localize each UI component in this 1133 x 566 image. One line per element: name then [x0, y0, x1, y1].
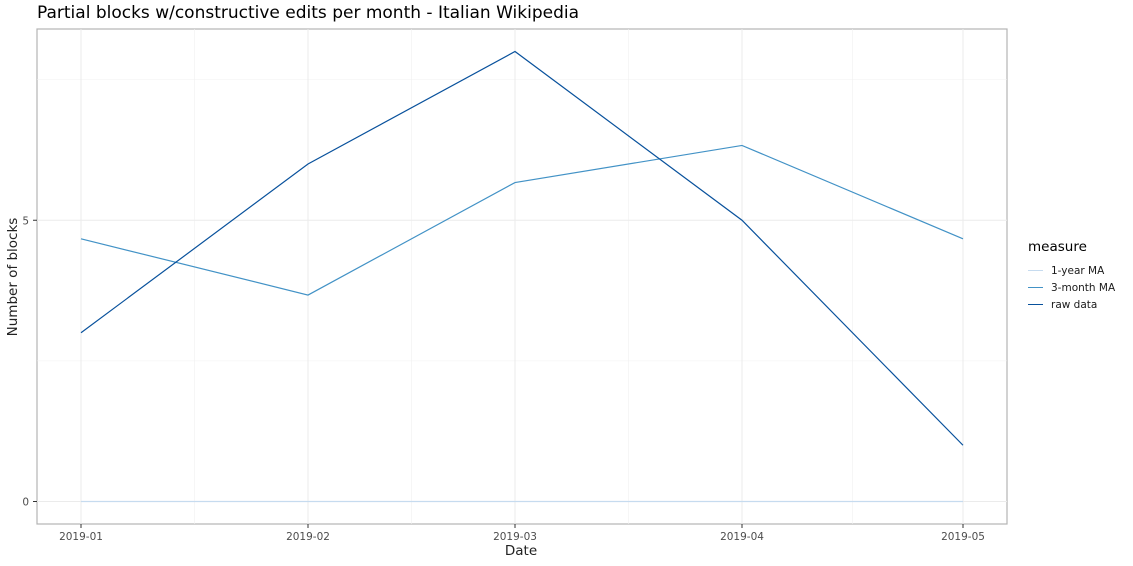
legend-title: measure — [1028, 239, 1087, 255]
x-tick-label: 2019-04 — [720, 531, 764, 543]
y-axis-ticks: 05 — [22, 215, 37, 509]
legend-label: 3-month MA — [1051, 281, 1116, 294]
legend-label: raw data — [1051, 298, 1098, 311]
series-line-raw-data — [80, 50, 964, 446]
legend-item: raw data — [1028, 296, 1115, 313]
legend-label: 1-year MA — [1051, 264, 1105, 277]
x-axis-label: Date — [504, 543, 538, 559]
legend-key-line — [1028, 287, 1043, 288]
x-tick-label: 2019-03 — [493, 531, 537, 543]
legend-items: 1-year MA 3-month MA raw data — [1028, 262, 1115, 313]
chart-title: Partial blocks w/constructive edits per … — [37, 3, 579, 23]
legend-key-line — [1028, 270, 1043, 271]
legend: measure 1-year MA 3-month MA raw data — [1028, 239, 1115, 313]
x-tick-label: 2019-02 — [286, 531, 330, 543]
legend-item: 1-year MA — [1028, 262, 1115, 279]
y-axis-label: Number of blocks — [5, 217, 21, 337]
y-tick-label: 5 — [22, 215, 29, 227]
legend-item: 3-month MA — [1028, 279, 1115, 296]
plot-panel — [36, 28, 1008, 525]
x-tick-label: 2019-05 — [941, 531, 985, 543]
y-tick-label: 0 — [22, 497, 29, 509]
x-axis-ticks: 2019-01 2019-02 2019-03 2019-04 2019-05 — [59, 524, 985, 543]
series-line-3-month-ma — [80, 144, 964, 296]
legend-key-line — [1028, 304, 1043, 305]
series-lines — [80, 50, 964, 503]
x-tick-label: 2019-01 — [59, 531, 103, 543]
